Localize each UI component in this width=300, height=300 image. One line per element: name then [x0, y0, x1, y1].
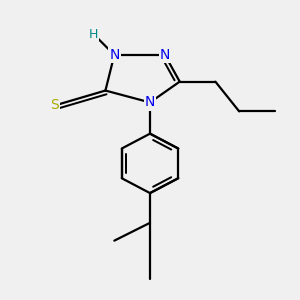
Text: H: H	[89, 28, 98, 40]
Text: N: N	[145, 95, 155, 110]
Text: S: S	[50, 98, 59, 112]
Text: N: N	[109, 48, 119, 62]
Text: N: N	[160, 48, 170, 62]
